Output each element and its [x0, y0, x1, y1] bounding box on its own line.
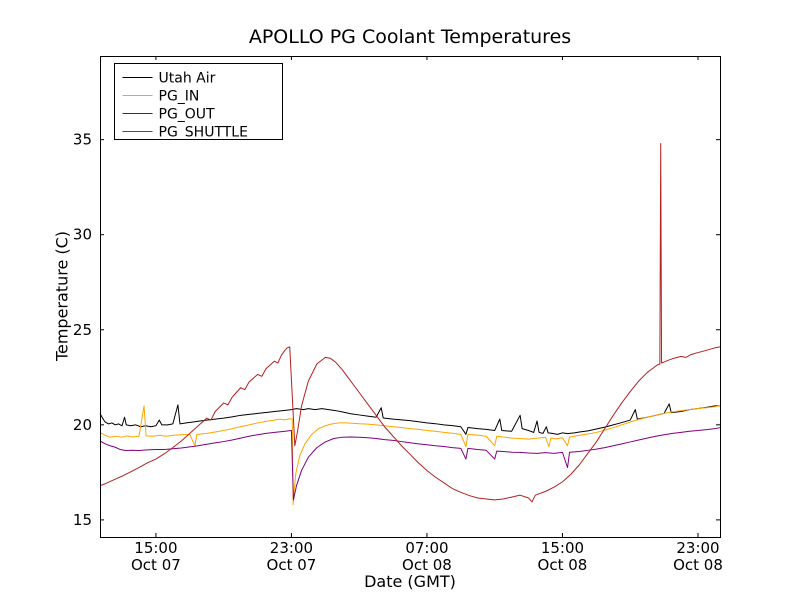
plot-frame [100, 56, 721, 538]
series-line-pg-shuttle [99, 142, 721, 503]
y-axis-label: Temperature (C) [52, 230, 72, 362]
series-line-utah-air [99, 403, 720, 435]
x-tick-label-time: 23:00 [676, 539, 719, 557]
x-tick-label-time: 23:00 [270, 539, 313, 557]
y-tick-label: 35 [73, 131, 92, 149]
legend-label: PG_IN [159, 89, 200, 105]
chart-title: APOLLO PG Coolant Temperatures [248, 26, 572, 48]
x-tick-label-date: Oct 08 [538, 556, 588, 574]
x-tick-label-date: Oct 08 [402, 556, 452, 574]
x-tick-label-time: 07:00 [405, 539, 448, 557]
legend-label: Utah Air [159, 71, 216, 87]
series-line-pg-out [99, 427, 721, 501]
x-tick-label-time: 15:00 [541, 539, 584, 557]
legend-label: PG_OUT [159, 107, 216, 123]
x-tick-label-time: 15:00 [134, 539, 177, 557]
series-line-pg-in [99, 405, 721, 506]
y-tick-label: 20 [73, 416, 92, 434]
legend: Utah Air PG_IN PG_OUT PG_SHUTTLE [114, 63, 283, 141]
x-axis-label: Date (GMT) [364, 572, 456, 591]
y-tick-label: 25 [73, 321, 92, 339]
legend-label: PG_SHUTTLE [159, 125, 248, 141]
x-tick-label-date: Oct 08 [673, 556, 723, 574]
x-tick-label-date: Oct 07 [131, 556, 181, 574]
legend-box [114, 63, 283, 140]
y-tick-label: 30 [73, 226, 92, 244]
x-tick-label-date: Oct 07 [267, 556, 317, 574]
y-tick-label: 15 [73, 511, 92, 529]
